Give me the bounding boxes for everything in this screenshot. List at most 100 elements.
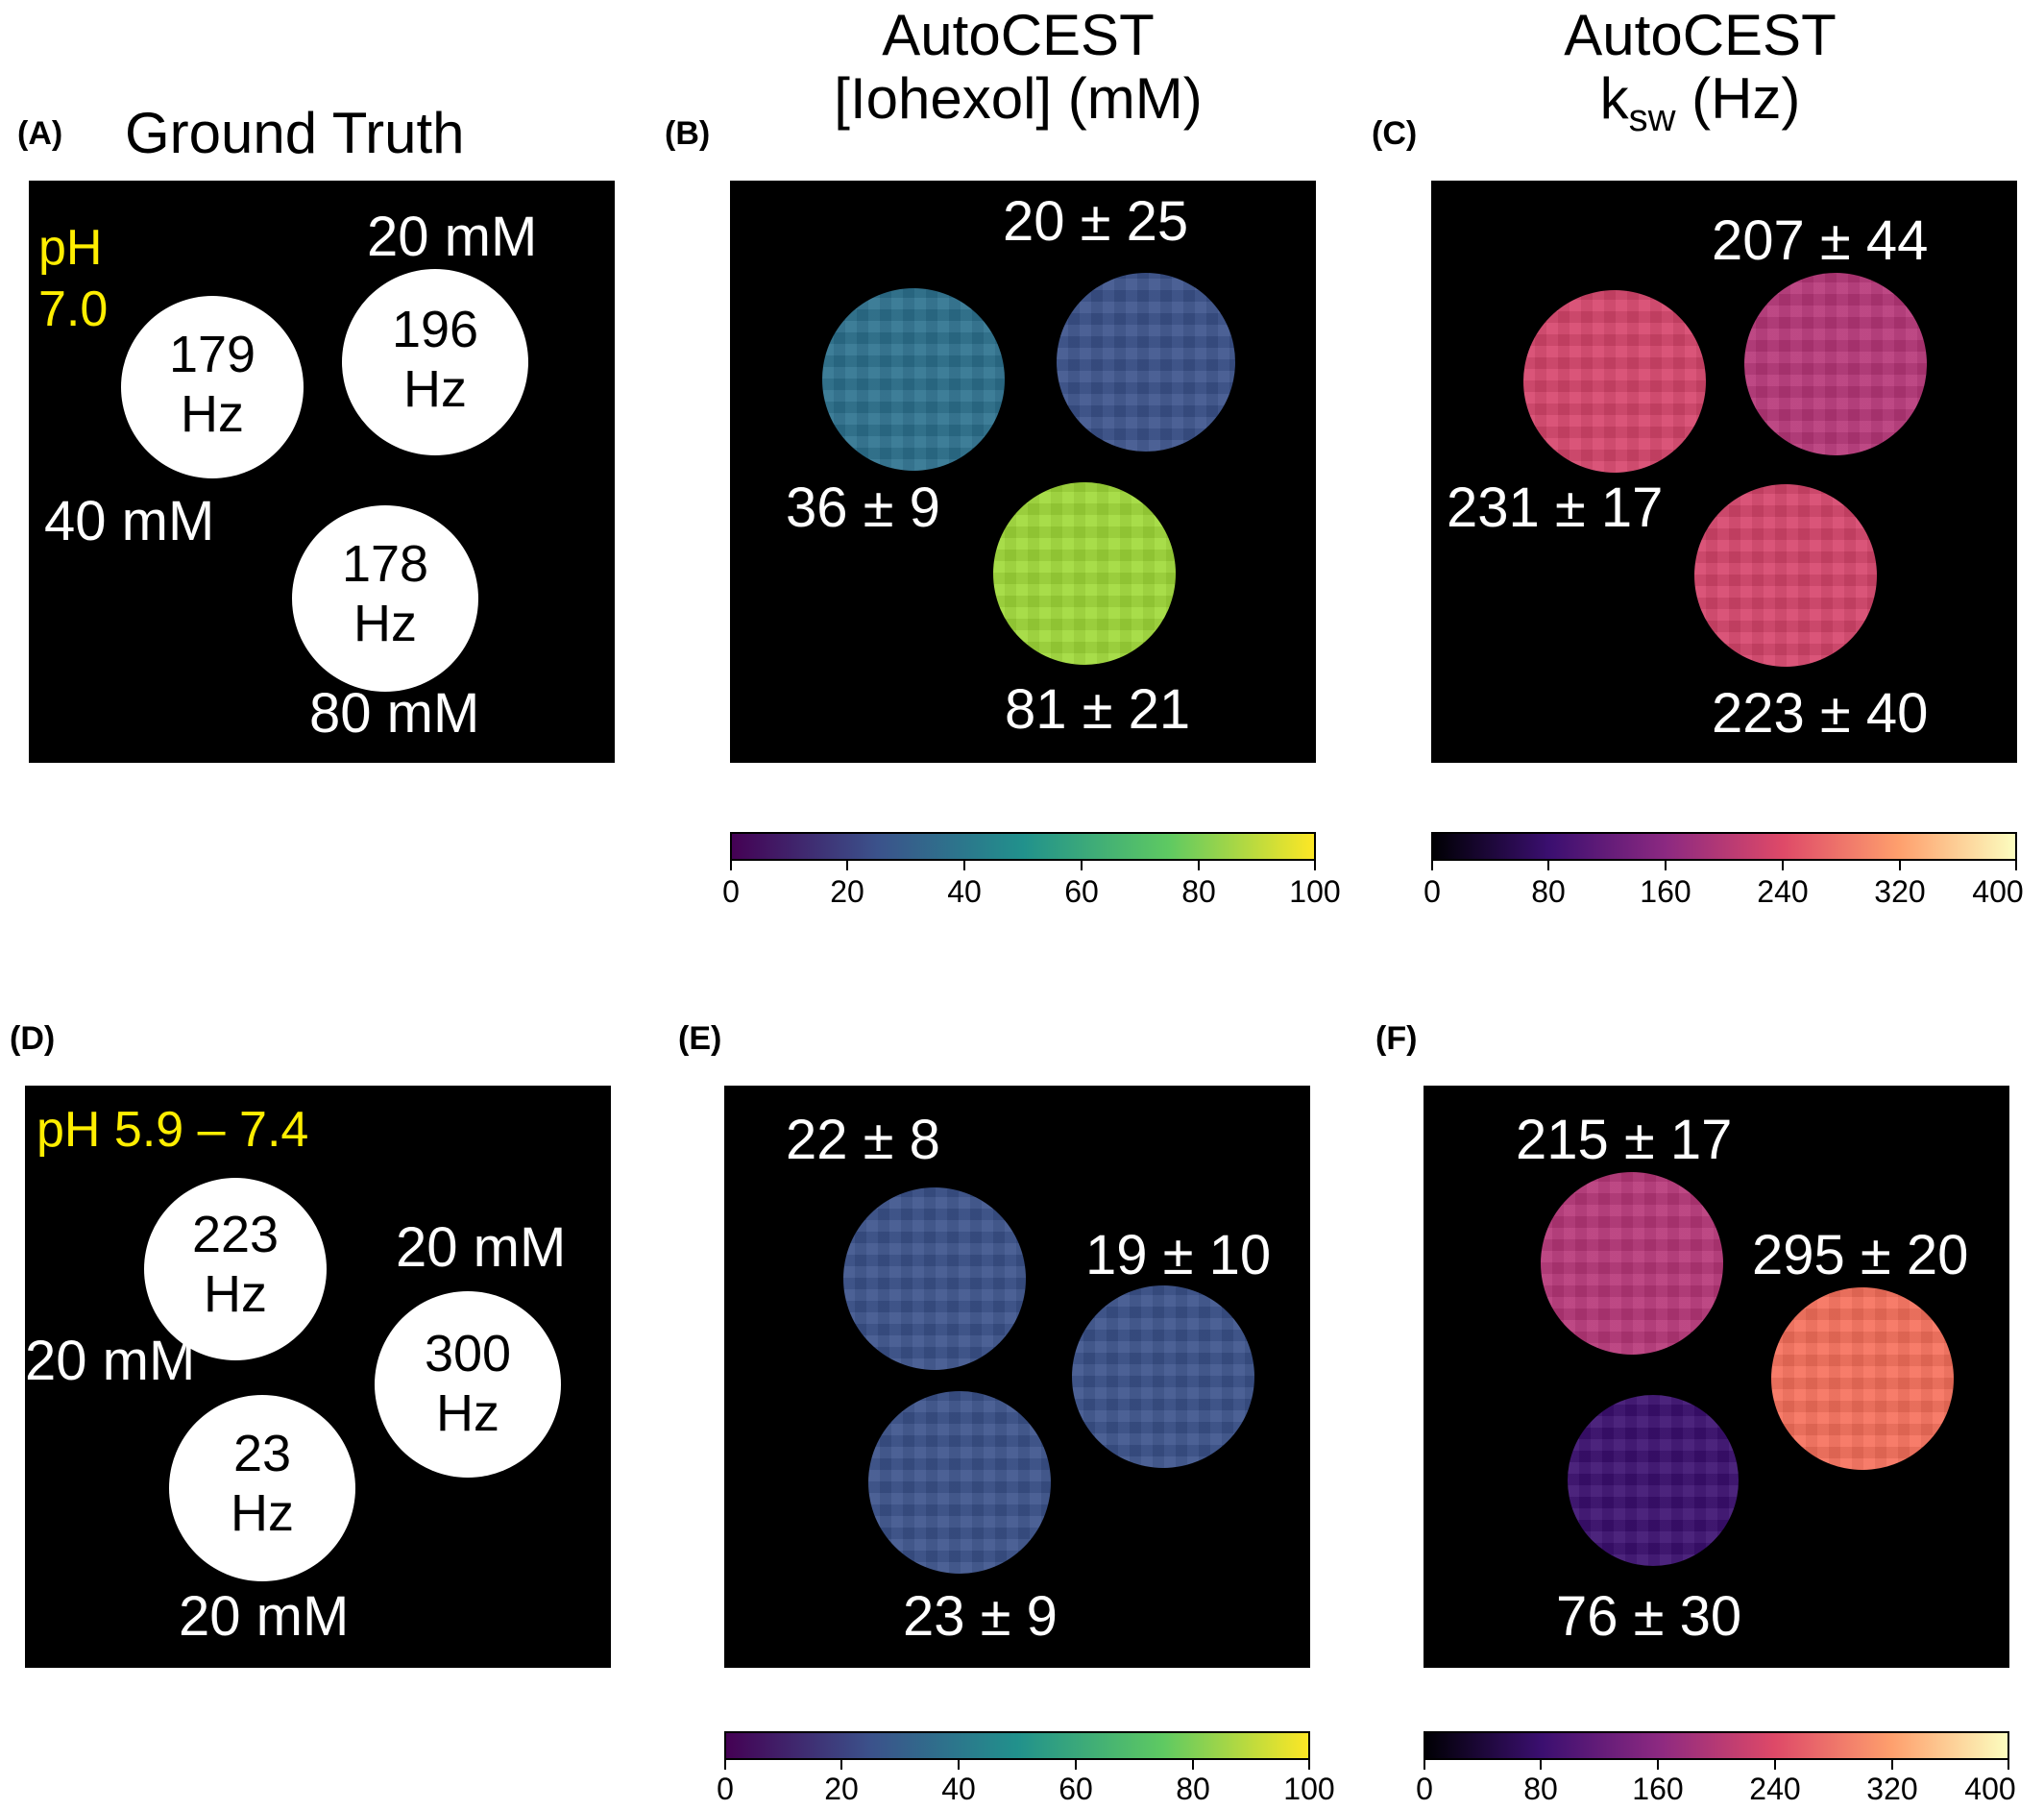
panel-label-b: (B) bbox=[665, 115, 711, 152]
value-e-top: 22 ± 8 bbox=[786, 1109, 940, 1171]
phantom-disc-a-bottom: 178 Hz bbox=[292, 505, 478, 692]
colorbar-magma-top-ticks: 0 80 160 240 320 400 bbox=[1424, 861, 2024, 918]
value-c-left: 231 ± 17 bbox=[1447, 477, 1664, 539]
disc-d-right-label: 300 Hz bbox=[424, 1325, 512, 1442]
phantom-disc-d-top: 223 Hz bbox=[144, 1178, 327, 1360]
tick-label: 400 bbox=[1972, 874, 2024, 909]
disc-d-top-label: 223 Hz bbox=[191, 1206, 280, 1323]
panel-b-iohexol-map: 20 ± 25 36 ± 9 81 ± 21 bbox=[730, 181, 1316, 763]
ph-label-a-line1: pH bbox=[38, 220, 103, 276]
tick-label: 100 bbox=[1289, 874, 1341, 909]
value-f-bottom: 76 ± 30 bbox=[1556, 1585, 1742, 1648]
panel-label-f: (F) bbox=[1375, 1020, 1418, 1057]
value-f-right: 295 ± 20 bbox=[1752, 1224, 1969, 1286]
ksw-unit: (Hz) bbox=[1675, 66, 1801, 131]
ph-label-d: pH 5.9 – 7.4 bbox=[36, 1102, 309, 1158]
conc-label-d-right: 20 mM bbox=[396, 1216, 567, 1279]
title-autocest-iohexol-line1: AutoCEST bbox=[882, 3, 1155, 67]
value-c-bottom: 223 ± 40 bbox=[1712, 682, 1929, 745]
colorbar-magma-top bbox=[1431, 832, 2017, 861]
conc-label-a-left: 40 mM bbox=[44, 490, 215, 552]
tick-label: 160 bbox=[1640, 874, 1691, 909]
panel-label-c: (C) bbox=[1372, 115, 1418, 152]
title-ground-truth: Ground Truth bbox=[125, 101, 465, 165]
map-disc-b-right bbox=[1057, 273, 1235, 452]
value-c-top: 207 ± 44 bbox=[1712, 209, 1929, 272]
map-disc-f-right bbox=[1771, 1287, 1954, 1470]
tick-label: 40 bbox=[947, 874, 982, 909]
title-autocest-ksw-line2: ksw (Hz) bbox=[1450, 67, 1950, 150]
tick-label: 40 bbox=[941, 1772, 976, 1806]
conc-label-a-bottom: 80 mM bbox=[309, 682, 480, 745]
phantom-disc-a-left: 179 Hz bbox=[121, 296, 304, 478]
panel-label-d: (D) bbox=[10, 1020, 56, 1057]
value-e-bottom: 23 ± 9 bbox=[903, 1585, 1058, 1648]
title-autocest-ksw-line1: AutoCEST bbox=[1564, 3, 1837, 67]
ph-label-a: pH 7.0 bbox=[38, 217, 108, 340]
tick-label: 0 bbox=[1416, 1772, 1433, 1806]
tick-label: 80 bbox=[1176, 1772, 1210, 1806]
conc-label-a-top: 20 mM bbox=[367, 206, 538, 268]
disc-a-bottom-label: 178 Hz bbox=[341, 535, 429, 652]
phantom-disc-d-bottom: 23 Hz bbox=[169, 1395, 355, 1581]
tick-label: 20 bbox=[830, 874, 864, 909]
colorbar-viridis-bottom bbox=[724, 1731, 1310, 1760]
disc-a-right-label: 196 Hz bbox=[391, 301, 479, 418]
map-disc-e-bottom bbox=[868, 1391, 1051, 1574]
title-autocest-ksw: AutoCEST ksw (Hz) bbox=[1450, 4, 1950, 150]
map-disc-e-top bbox=[843, 1187, 1026, 1370]
tick-label: 60 bbox=[1058, 1772, 1093, 1806]
tick-label: 160 bbox=[1632, 1772, 1684, 1806]
tick-label: 80 bbox=[1523, 1772, 1558, 1806]
disc-a-left-label: 179 Hz bbox=[168, 326, 256, 443]
map-disc-c-bottom bbox=[1694, 484, 1877, 667]
map-disc-f-top bbox=[1541, 1172, 1723, 1355]
value-f-top: 215 ± 17 bbox=[1516, 1109, 1733, 1171]
map-disc-e-right bbox=[1072, 1285, 1254, 1468]
tick-label: 0 bbox=[717, 1772, 734, 1806]
colorbar-magma-bottom-ticks: 0 80 160 240 320 400 bbox=[1416, 1760, 2016, 1810]
value-b-left: 36 ± 9 bbox=[786, 477, 940, 539]
phantom-disc-d-right: 300 Hz bbox=[375, 1291, 561, 1478]
colorbar-viridis-top-ticks: 0 20 40 60 80 100 bbox=[722, 861, 1341, 918]
panel-label-a: (A) bbox=[17, 115, 63, 152]
value-b-top: 20 ± 25 bbox=[1003, 190, 1189, 253]
disc-d-bottom-label: 23 Hz bbox=[231, 1425, 294, 1542]
tick-label: 80 bbox=[1531, 874, 1566, 909]
ksw-k: k bbox=[1599, 66, 1629, 131]
tick-label: 100 bbox=[1283, 1772, 1335, 1806]
colorbar-viridis-top bbox=[730, 832, 1316, 861]
map-disc-f-bottom bbox=[1568, 1395, 1739, 1566]
title-autocest-iohexol: AutoCEST [Iohexol] (mM) bbox=[768, 4, 1268, 131]
map-disc-c-left bbox=[1523, 290, 1706, 473]
conc-label-d-bottom: 20 mM bbox=[179, 1585, 350, 1648]
panel-f-ksw-map: 215 ± 17 295 ± 20 76 ± 30 bbox=[1424, 1086, 2009, 1668]
conc-label-d-left: 20 mM bbox=[25, 1330, 196, 1392]
value-b-bottom: 81 ± 21 bbox=[1005, 678, 1191, 741]
tick-label: 320 bbox=[1866, 1772, 1918, 1806]
panel-label-e: (E) bbox=[678, 1020, 722, 1057]
ksw-subscript: sw bbox=[1628, 97, 1676, 139]
colorbar-magma-bottom bbox=[1424, 1731, 2009, 1760]
ph-label-a-line2: 7.0 bbox=[38, 281, 109, 337]
tick-label: 400 bbox=[1964, 1772, 2016, 1806]
panel-e-iohexol-map: 22 ± 8 19 ± 10 23 ± 9 bbox=[724, 1086, 1310, 1668]
phantom-disc-a-right: 196 Hz bbox=[342, 269, 528, 455]
panel-c-ksw-map: 207 ± 44 231 ± 17 223 ± 40 bbox=[1431, 181, 2017, 763]
panel-d-ground-truth: pH 5.9 – 7.4 223 Hz 20 mM 20 mM 300 Hz 23 H… bbox=[25, 1086, 611, 1668]
tick-label: 0 bbox=[1424, 874, 1441, 909]
map-disc-b-left bbox=[822, 288, 1005, 471]
tick-label: 60 bbox=[1064, 874, 1099, 909]
map-disc-c-right bbox=[1744, 273, 1927, 455]
panel-a-ground-truth: pH 7.0 20 mM 179 Hz 196 Hz 40 mM 178 Hz 80 … bbox=[29, 181, 615, 763]
title-autocest-iohexol-line2: [Iohexol] (mM) bbox=[834, 66, 1203, 131]
tick-label: 0 bbox=[722, 874, 740, 909]
map-disc-b-bottom bbox=[993, 482, 1176, 665]
tick-label: 240 bbox=[1749, 1772, 1801, 1806]
tick-label: 20 bbox=[824, 1772, 859, 1806]
tick-label: 320 bbox=[1874, 874, 1926, 909]
tick-label: 80 bbox=[1181, 874, 1216, 909]
value-e-right: 19 ± 10 bbox=[1085, 1224, 1272, 1286]
colorbar-viridis-bottom-ticks: 0 20 40 60 80 100 bbox=[717, 1760, 1335, 1810]
tick-label: 240 bbox=[1757, 874, 1809, 909]
